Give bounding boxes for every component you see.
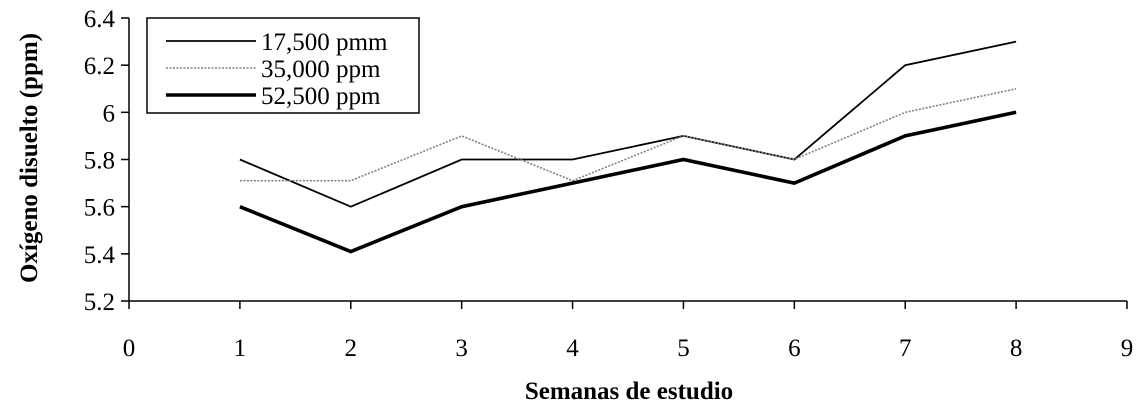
x-tick-label: 4 — [566, 335, 579, 362]
x-tick-label: 9 — [1121, 335, 1134, 362]
y-tick-label: 5.8 — [84, 148, 115, 175]
legend-label-2: 35,000 ppm — [261, 56, 381, 83]
series-line-3 — [239, 110, 1017, 254]
y-axis-title: Oxígeno disuelto (ppm) — [16, 33, 43, 283]
x-tick-label: 0 — [123, 335, 136, 362]
x-tick-label: 1 — [234, 335, 247, 362]
legend-label-3: 52,500 ppm — [261, 83, 381, 110]
y-tick-label: 6.2 — [84, 53, 115, 80]
legend-label-1: 17,500 pmm — [261, 29, 388, 56]
series-line-1 — [239, 40, 1017, 208]
legend-box — [146, 17, 420, 114]
x-axis-title: Semanas de estudio — [525, 378, 733, 405]
x-tick-label: 8 — [1010, 335, 1023, 362]
y-tick-label: 5.2 — [84, 289, 115, 316]
series-line-2 — [239, 88, 1017, 182]
y-tick-label: 6 — [103, 100, 116, 127]
chart-series — [239, 40, 1017, 254]
y-tick-label: 5.6 — [84, 195, 115, 222]
x-tick-label: 5 — [677, 335, 690, 362]
chart-ticks: 5.2 5.4 5.6 5.8 6 6.2 6.4 0 1 2 3 4 5 6 7 8 9 — [84, 6, 1134, 362]
x-tick-label: 7 — [899, 335, 912, 362]
x-tick-label: 6 — [788, 335, 801, 362]
y-tick-label: 5.4 — [84, 242, 116, 269]
x-tick-label: 3 — [455, 335, 468, 362]
x-tick-label: 2 — [345, 335, 358, 362]
y-tick-label: 6.4 — [84, 6, 116, 33]
